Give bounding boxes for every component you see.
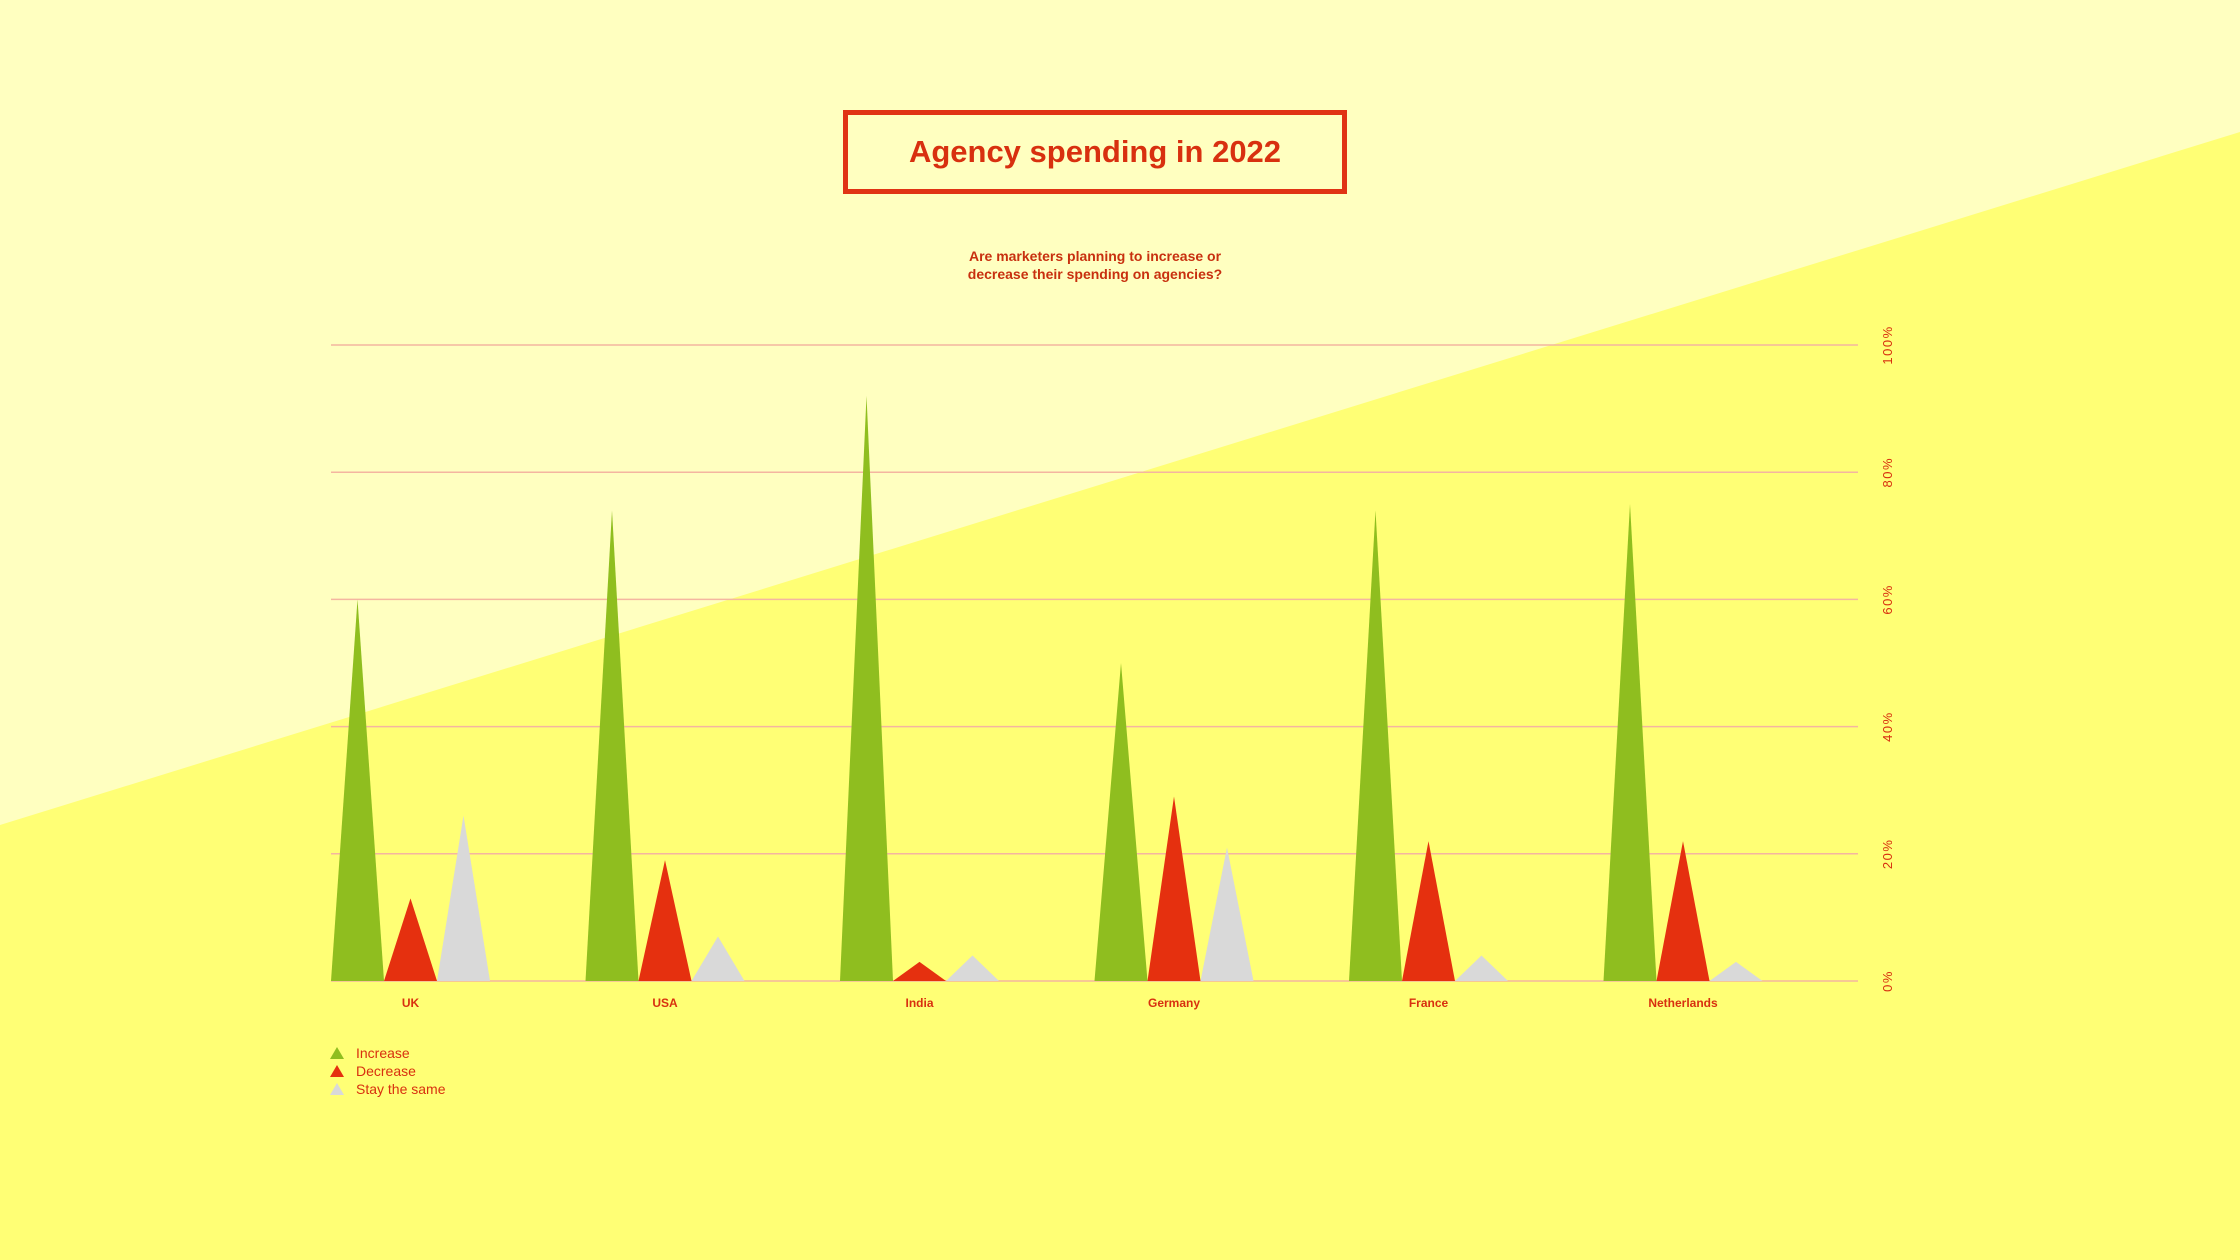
bar-stay-the-same — [1200, 847, 1254, 981]
bar-increase — [1603, 504, 1657, 981]
y-tick-label: 80% — [1880, 457, 1895, 488]
x-tick-label: UK — [402, 996, 420, 1010]
increase-triangle-icon — [330, 1047, 344, 1059]
bar-stay-the-same — [437, 815, 490, 981]
bar-increase — [585, 510, 639, 981]
legend-item-decrease: Decrease — [330, 1062, 446, 1080]
bar-stay-the-same — [1709, 961, 1763, 981]
subtitle-line-1: Are marketers planning to increase or — [968, 248, 1222, 264]
y-tick-label: 60% — [1880, 584, 1895, 615]
x-tick-label: India — [905, 996, 933, 1010]
y-tick-label: 20% — [1880, 839, 1895, 870]
chart-title: Agency spending in 2022 — [908, 134, 1282, 169]
legend-label: Stay the same — [356, 1081, 446, 1097]
title-box: Agency spending in 2022 — [843, 110, 1347, 194]
bar-increase — [840, 395, 893, 981]
bar-decrease — [638, 860, 692, 981]
x-tick-label: Germany — [1148, 996, 1200, 1010]
bar-increase — [1349, 510, 1402, 981]
x-tick-label: Netherlands — [1648, 996, 1718, 1010]
y-tick-label: 0% — [1880, 970, 1895, 992]
bar-stay-the-same — [691, 936, 745, 981]
bar-stay-the-same — [1455, 955, 1508, 981]
decrease-triangle-icon — [330, 1065, 344, 1077]
subtitle-line-2: decrease their spending on agencies? — [967, 266, 1223, 282]
bar-increase — [331, 599, 384, 981]
legend-item-increase: Increase — [330, 1044, 446, 1062]
legend-label: Increase — [356, 1045, 410, 1061]
y-tick-label: 40% — [1880, 711, 1895, 742]
x-tick-label: USA — [652, 996, 678, 1010]
bar-decrease — [893, 961, 946, 981]
same-triangle-icon — [330, 1083, 344, 1095]
bar-decrease — [1656, 841, 1710, 981]
bar-decrease — [1402, 841, 1455, 981]
bar-increase — [1094, 663, 1148, 981]
legend: Increase Decrease Stay the same — [330, 1044, 446, 1098]
x-tick-label: France — [1409, 996, 1449, 1010]
legend-label: Decrease — [356, 1063, 416, 1079]
bar-decrease — [1147, 796, 1201, 981]
bar-stay-the-same — [946, 955, 999, 981]
chart-subtitle: Are marketers planning to increase or de… — [820, 247, 1370, 283]
bar-decrease — [384, 898, 437, 981]
legend-item-same: Stay the same — [330, 1080, 446, 1098]
y-tick-label: 100% — [1880, 325, 1895, 364]
